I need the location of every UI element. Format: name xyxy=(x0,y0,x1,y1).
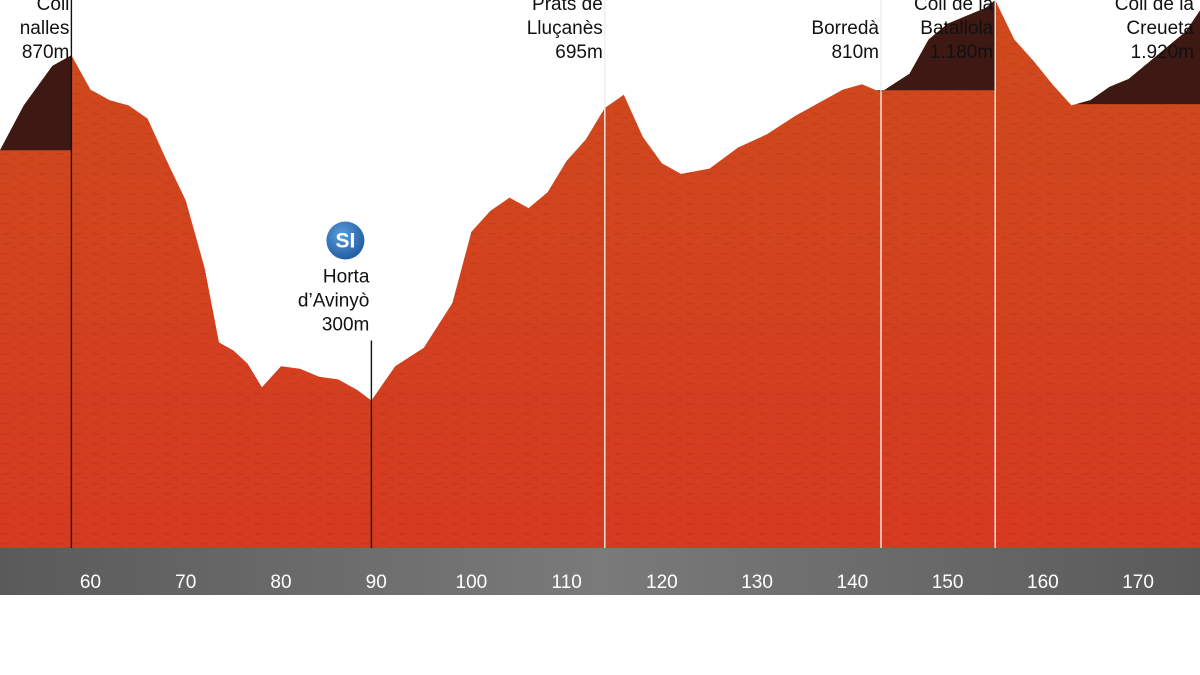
profile-area-group xyxy=(0,0,1200,548)
location-altitude-4: 1.180m xyxy=(930,42,993,63)
x-tick-label-90: 90 xyxy=(366,572,387,593)
category-badges: 2SI3 xyxy=(324,219,367,262)
location-name-3: Borredà xyxy=(811,18,879,39)
location-altitude-0: 870m xyxy=(22,42,70,63)
location-name-0: nalles xyxy=(20,18,70,39)
location-name-1: Horta xyxy=(323,267,370,288)
x-tick-label-70: 70 xyxy=(175,572,196,593)
location-name-2: Lluçanès xyxy=(527,18,603,39)
x-tick-label-60: 60 xyxy=(80,572,101,593)
x-tick-label-80: 80 xyxy=(270,572,291,593)
location-name-0: Coll xyxy=(37,0,70,15)
x-tick-label-110: 110 xyxy=(552,572,582,593)
location-altitude-1: 300m xyxy=(322,315,370,336)
location-name-1: d’Avinyò xyxy=(298,291,369,312)
location-name-2: Prats de xyxy=(532,0,603,15)
location-name-5: Creueta xyxy=(1126,18,1194,39)
climb-segment-1 xyxy=(876,0,996,93)
location-altitude-2: 695m xyxy=(555,42,603,63)
badge-label-1: SI xyxy=(335,230,355,253)
x-tick-label-140: 140 xyxy=(837,572,869,593)
location-name-4: Batallola xyxy=(920,18,993,39)
location-altitude-3: 810m xyxy=(831,42,879,63)
x-tick-label-100: 100 xyxy=(456,572,488,593)
x-axis-ticks: 60 70 80 90 100 110 120 130 140 150 160 170 xyxy=(80,572,1154,593)
climb-segment-0 xyxy=(0,55,72,151)
climb-segment-2 xyxy=(1076,10,1200,105)
profile-texture xyxy=(0,0,1200,548)
climb-segments xyxy=(0,0,1200,151)
x-tick-label-160: 160 xyxy=(1027,572,1059,593)
location-altitude-5: 1.920m xyxy=(1131,42,1194,63)
location-name-5: Coll de la xyxy=(1115,0,1195,15)
distance-axis-band xyxy=(0,548,1200,595)
sprint-badge-icon: SI xyxy=(324,219,367,262)
location-labels: Coll nalles 870m Horta d’Avinyò 300m Prats de L… xyxy=(20,0,1195,336)
x-tick-label-150: 150 xyxy=(932,572,964,593)
x-tick-label-130: 130 xyxy=(741,572,773,593)
x-tick-label-120: 120 xyxy=(646,572,678,593)
marker-lines xyxy=(70,0,996,548)
location-name-4: Coll de la xyxy=(914,0,994,15)
x-tick-label-170: 170 xyxy=(1122,572,1154,593)
